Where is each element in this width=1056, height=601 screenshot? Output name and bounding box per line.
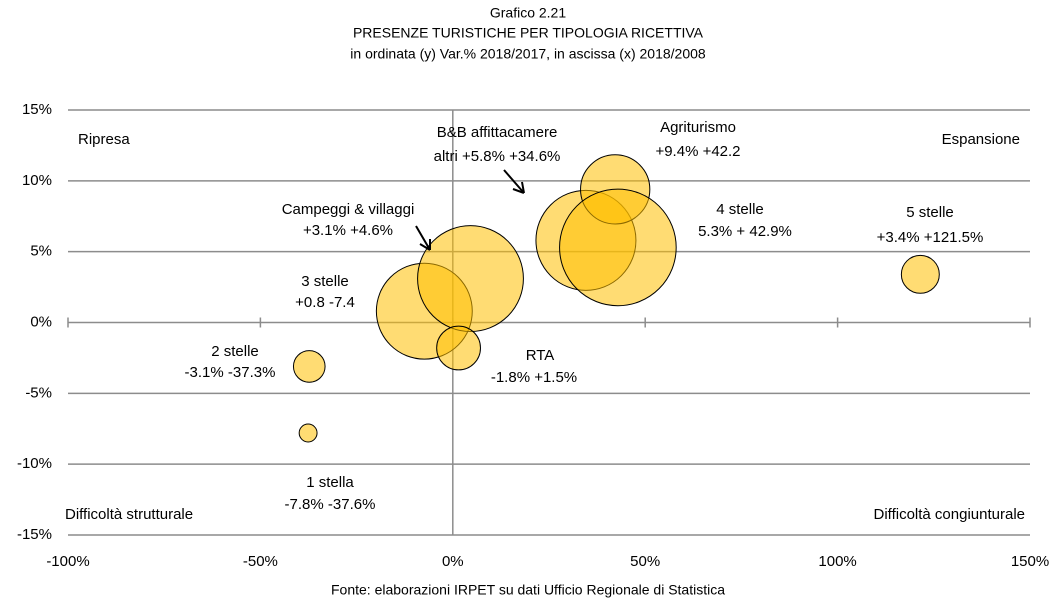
- quadrant-label: Difficoltà congiunturale: [874, 506, 1025, 523]
- bubble-name: 5 stelle: [906, 204, 954, 221]
- labels: 1 stella -7.8% -37.6% 2 stelle -3.1% -37.3%…: [185, 119, 984, 513]
- source: Fonte: elaborazioni IRPET su dati Uffici…: [331, 582, 725, 598]
- bubble-name: 4 stelle: [716, 201, 764, 218]
- bubbles: [292, 154, 940, 443]
- x-tick-label: 0%: [442, 553, 464, 570]
- chart-title: Grafico 2.21: [490, 5, 566, 21]
- value-label: -1.8% +1.5%: [491, 369, 577, 386]
- value-label: +9.4% +42.2: [655, 143, 740, 160]
- y-tick-label: 10%: [22, 172, 52, 189]
- bubble-name: 1 stella: [306, 474, 354, 491]
- y-tick-label: 0%: [30, 313, 52, 330]
- arrow: [415, 225, 431, 251]
- bubble: [436, 325, 481, 371]
- value-label: +3.4% +121.5%: [877, 229, 984, 246]
- x-tick-label: -100%: [46, 553, 89, 570]
- quadrant-label: Ripresa: [78, 131, 130, 148]
- bubble-name: B&B affittacamere: [437, 124, 558, 141]
- bubble: [900, 254, 940, 294]
- value-label: -7.8% -37.6%: [285, 496, 376, 513]
- y-tick-label: -10%: [17, 455, 52, 472]
- arrows: [415, 169, 525, 251]
- value-label: +3.1% +4.6%: [303, 222, 393, 239]
- y-tick-label: -15%: [17, 526, 52, 543]
- grid: -15% -10% -5% 0% 5% 10% 15% -100% -50% 0% 50% 100% 1…: [17, 101, 1049, 570]
- value-label: +0.8 -7.4: [295, 294, 355, 311]
- axis-note: in ordinata (y) Var.% 2018/2017, in asci…: [350, 46, 706, 62]
- bubble: [417, 225, 524, 332]
- x-tick-label: 50%: [630, 553, 660, 570]
- bubble: [559, 188, 677, 307]
- arrow: [503, 169, 525, 194]
- bubble-name: Agriturismo: [660, 119, 736, 136]
- y-tick-label: 15%: [22, 101, 52, 118]
- bubble-name: RTA: [526, 347, 555, 364]
- bubble-name: Campeggi & villaggi: [282, 201, 415, 218]
- bubble-name: 2 stelle: [211, 343, 259, 360]
- value-label: 5.3% + 42.9%: [698, 223, 792, 240]
- value-label: altri +5.8% +34.6%: [434, 148, 561, 165]
- y-tick-label: -5%: [25, 384, 52, 401]
- quadrant-label: Espansione: [942, 131, 1020, 148]
- quadrant-label: Difficoltà strutturale: [65, 506, 193, 523]
- bubble-name: 3 stelle: [301, 273, 349, 290]
- y-tick-label: 5%: [30, 243, 52, 260]
- x-tick-label: -50%: [243, 553, 278, 570]
- bubble: [292, 350, 326, 383]
- x-tick-label: 150%: [1011, 553, 1049, 570]
- bubble: [298, 423, 318, 443]
- chart-subtitle: PRESENZE TURISTICHE PER TIPOLOGIA RICETT…: [353, 25, 704, 41]
- x-tick-label: 100%: [818, 553, 856, 570]
- value-label: -3.1% -37.3%: [185, 364, 276, 381]
